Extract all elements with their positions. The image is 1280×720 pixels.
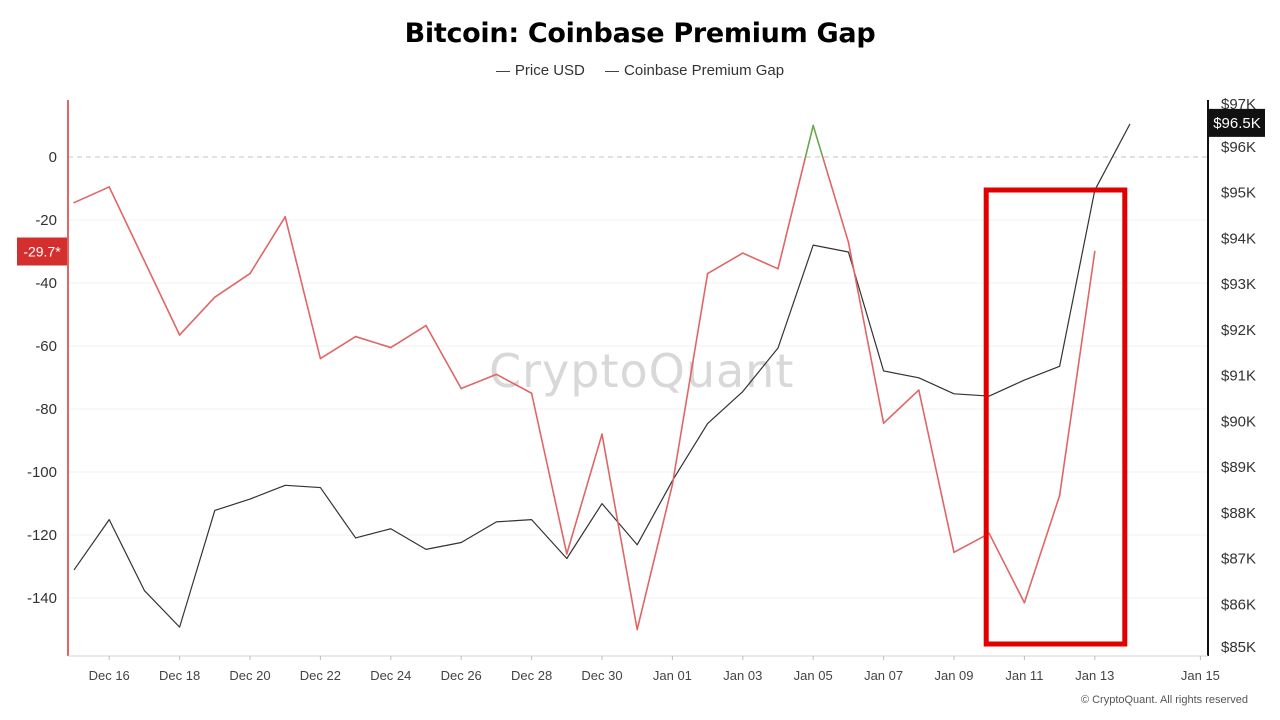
legend-item-premium-gap[interactable]: Coinbase Premium Gap [605, 62, 784, 79]
right-value-badge [1209, 108, 1265, 137]
premium-gap-segment[interactable] [741, 252, 779, 270]
x-tick-label: Dec 20 [229, 668, 270, 683]
legend-swatch-price [495, 70, 510, 72]
legend-swatch-premium-gap [605, 70, 620, 72]
y-tick-right: $92K [1221, 322, 1256, 339]
y-tick-right: $93K [1221, 276, 1256, 293]
right-value-badge-label: $96.5K [1213, 115, 1261, 132]
y-tick-left: -80 [35, 401, 57, 418]
x-tick-label: Dec 22 [300, 668, 341, 683]
premium-gap-segment[interactable] [178, 296, 216, 336]
y-tick-right: $90K [1221, 413, 1256, 430]
legend-label-price: Price USD [514, 62, 585, 79]
y-tick-right: $96K [1221, 139, 1256, 156]
x-tick-label: Dec 16 [89, 668, 130, 683]
premium-gap-segment[interactable] [284, 216, 322, 360]
y-tick-left: -60 [35, 338, 57, 355]
premium-gap-segment[interactable] [108, 186, 146, 262]
y-tick-left: -100 [27, 464, 57, 481]
x-tick-label: Jan 01 [653, 668, 692, 683]
premium-gap-segment[interactable] [354, 335, 392, 349]
premium-gap-segment[interactable] [804, 124, 815, 158]
y-tick-right: $95K [1221, 185, 1256, 202]
x-tick-label: Dec 28 [511, 668, 552, 683]
premium-gap-segment[interactable] [565, 433, 603, 555]
y-tick-right: $87K [1221, 551, 1256, 568]
x-tick-label: Dec 18 [159, 668, 200, 683]
y-tick-right: $97K [1221, 96, 1256, 113]
premium-gap-segment[interactable] [847, 241, 885, 424]
legend-item-price[interactable]: Price USD [495, 62, 585, 79]
x-tick-label: Jan 07 [864, 668, 903, 683]
premium-gap-segment[interactable] [882, 389, 920, 424]
y-tick-right: $89K [1221, 459, 1256, 476]
x-tick-label: Jan 15 [1181, 668, 1220, 683]
premium-gap-segment[interactable] [988, 532, 1026, 604]
x-tick-label: Jan 05 [794, 668, 833, 683]
y-tick-right: $88K [1221, 505, 1256, 522]
watermark: CryptoQuant [489, 344, 795, 398]
left-value-badge-label: -29.7* [23, 244, 61, 260]
y-tick-left: -20 [35, 212, 57, 229]
y-tick-right: $94K [1221, 230, 1256, 247]
copyright-notice: © CryptoQuant. All rights reserved [1080, 694, 1248, 706]
x-tick-label: Jan 13 [1075, 668, 1114, 683]
x-tick-label: Jan 03 [723, 668, 762, 683]
premium-gap-segment[interactable] [530, 392, 568, 555]
highlight-box [983, 187, 1128, 647]
legend-label-premium-gap: Coinbase Premium Gap [624, 62, 785, 79]
premium-gap-segment[interactable] [601, 433, 639, 631]
y-tick-right: $91K [1221, 368, 1256, 385]
x-tick-label: Jan 09 [934, 668, 973, 683]
y-tick-right: $86K [1221, 596, 1256, 613]
premium-gap-segment[interactable] [1058, 250, 1096, 497]
y-tick-left: -140 [27, 590, 57, 607]
x-tick-label: Dec 24 [370, 668, 411, 683]
premium-gap-segment[interactable] [821, 156, 850, 243]
premium-gap-segment[interactable] [1023, 494, 1061, 604]
x-tick-label: Dec 26 [441, 668, 482, 683]
y-tick-left: -40 [35, 275, 57, 292]
premium-gap-segment[interactable] [143, 260, 181, 336]
premium-gap-segment[interactable] [636, 483, 674, 631]
y-tick-left: -120 [27, 527, 57, 544]
premium-gap-segment[interactable] [812, 124, 824, 158]
chart-title: Bitcoin: Coinbase Premium Gap [404, 18, 876, 49]
x-tick-label: Dec 30 [581, 668, 622, 683]
premium-gap-segment[interactable] [917, 389, 955, 554]
premium-gap-segment[interactable] [953, 532, 991, 554]
premium-gap-segment[interactable] [425, 324, 463, 390]
premium-gap-segment[interactable] [319, 335, 357, 360]
premium-gap-segment[interactable] [73, 186, 110, 204]
x-tick-label: Jan 11 [1005, 668, 1043, 683]
premium-gap-segment[interactable] [777, 156, 807, 270]
premium-gap-segment[interactable] [671, 272, 709, 486]
premium-gap-segment[interactable] [389, 324, 427, 349]
left-value-badge [17, 237, 67, 266]
legend: Price USD Coinbase Premium Gap [0, 62, 1280, 79]
y-tick-right: $85K [1221, 639, 1256, 656]
price-usd-line[interactable] [73, 123, 1131, 628]
premium-gap-segment[interactable] [249, 216, 287, 275]
premium-gap-segment[interactable] [460, 373, 498, 390]
premium-gap-segment[interactable] [495, 373, 533, 395]
premium-gap-segment[interactable] [214, 272, 251, 298]
premium-gap-segment[interactable] [706, 252, 744, 275]
y-tick-left: 0 [49, 149, 57, 166]
